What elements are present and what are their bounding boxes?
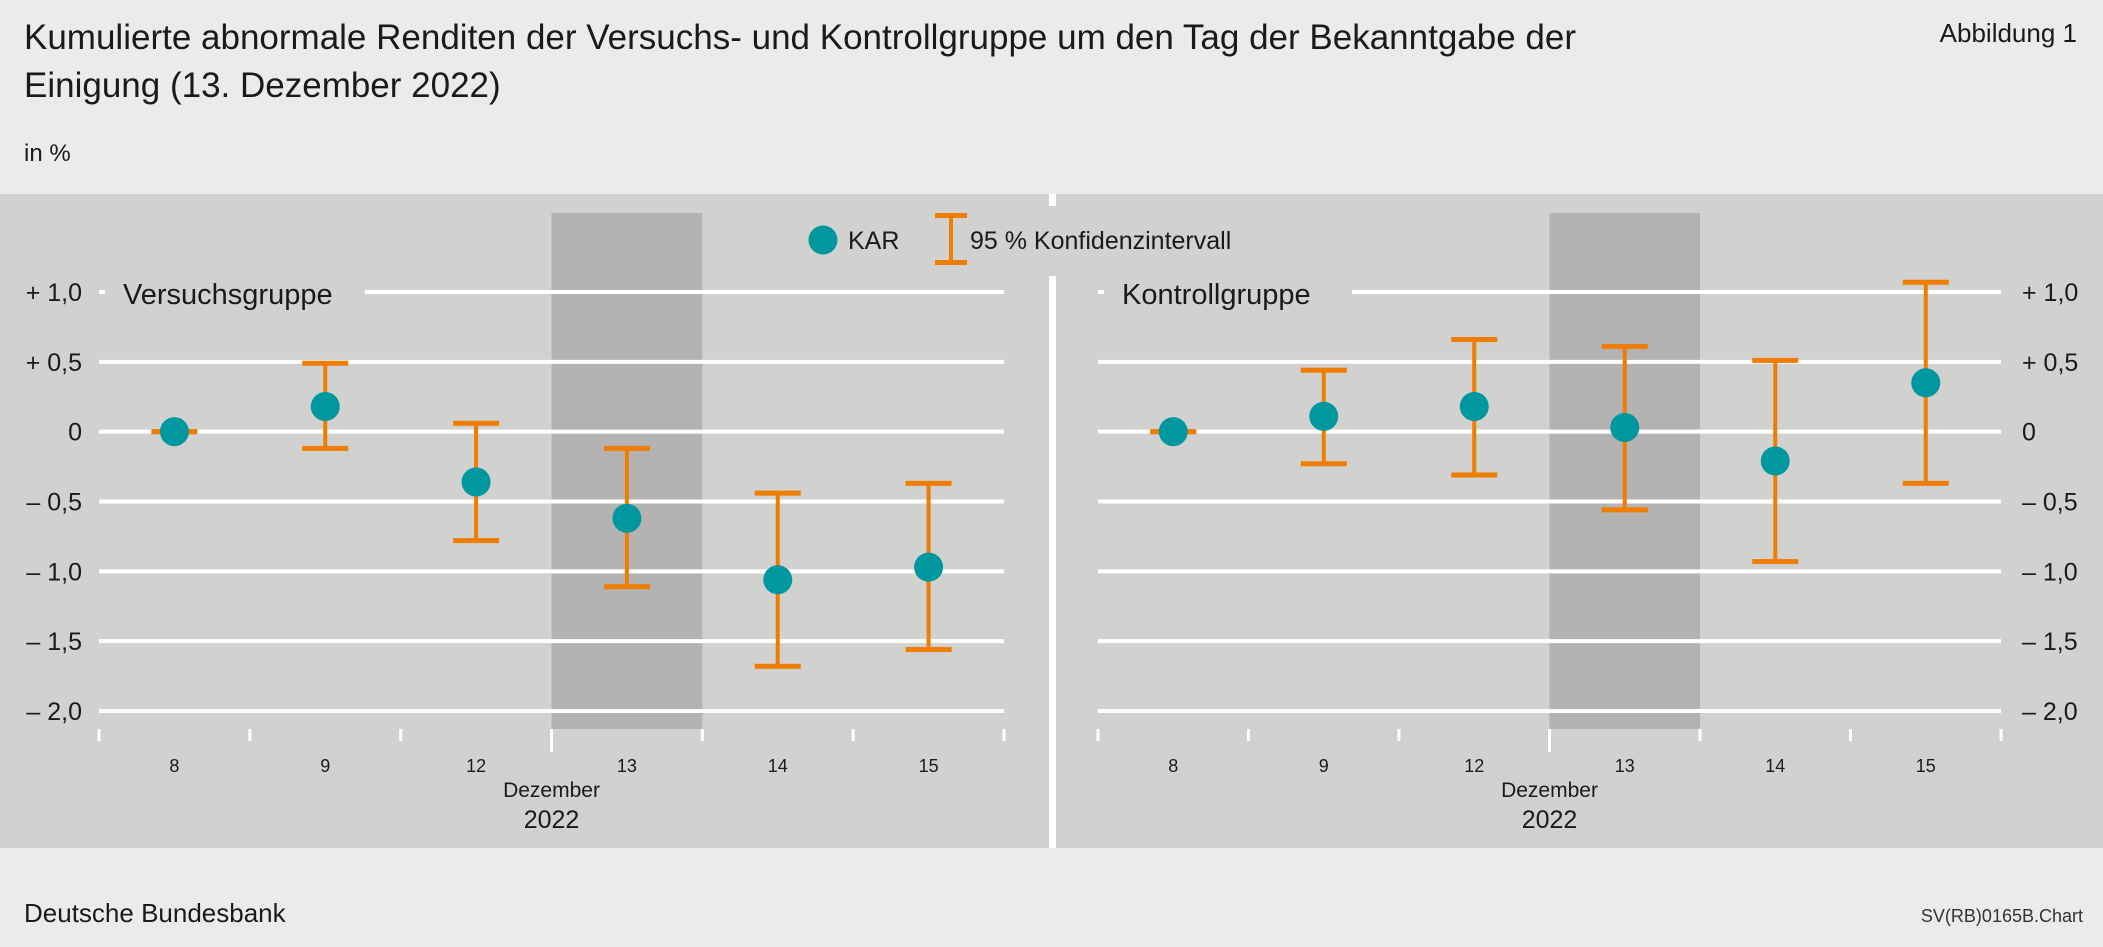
y-tick-label: + 1,0 (2022, 279, 2078, 307)
legend-ci-cap-top (935, 213, 967, 218)
panel-left (0, 194, 1049, 848)
ci-cap-low (302, 445, 349, 451)
x-tick-label: 13 (1615, 756, 1635, 776)
kar-dot (1459, 392, 1489, 422)
x-tick-label: 12 (1464, 756, 1484, 776)
kar-dot (1760, 446, 1790, 476)
legend-dot-icon (808, 225, 838, 255)
panel-title-gap (1104, 286, 1352, 298)
y-tick-label: – 1,5 (26, 628, 82, 656)
y-tick-label: + 0,5 (2022, 349, 2078, 377)
y-tick-label: – 1,0 (26, 558, 82, 586)
ci-cap-low (453, 538, 500, 544)
y-tick-label: + 0,5 (26, 349, 82, 377)
y-tick-label: + 1,0 (26, 279, 82, 307)
kar-dot (763, 565, 793, 595)
legend-dot-label: KAR (848, 227, 899, 255)
kar-dot (1911, 368, 1941, 398)
x-year-label: 2022 (1522, 806, 1578, 834)
x-tick-label: 8 (169, 756, 179, 776)
kar-dot (612, 503, 642, 533)
figure-label: Abbildung 1 (1939, 18, 2077, 48)
kar-dot (461, 467, 491, 497)
kar-dot (1158, 417, 1188, 447)
y-tick-label: – 1,5 (2022, 628, 2078, 656)
chart-title: Kumulierte abnormale Renditen der Versuc… (24, 18, 1576, 105)
kar-dot (310, 392, 340, 422)
chart-code: SV(RB)0165B.Chart (1920, 906, 2083, 926)
ci-cap-low (1902, 480, 1949, 486)
kar-dot (914, 552, 944, 582)
panel-title: Kontrollgruppe (1122, 279, 1311, 311)
x-tick-label: 12 (466, 756, 486, 776)
y-tick-label: – 1,0 (2022, 558, 2078, 586)
source-label: Deutsche Bundesbank (24, 898, 286, 928)
ci-cap-high (603, 445, 650, 451)
ci-cap-high (453, 420, 500, 426)
ci-cap-high (1451, 336, 1498, 342)
kar-dot (159, 417, 189, 447)
ci-cap-low (1451, 472, 1498, 478)
y-tick-label: – 0,5 (2022, 489, 2078, 517)
x-month-label: Dezember (1501, 779, 1598, 802)
y-tick-label: – 0,5 (26, 489, 82, 517)
y-tick-label: 0 (68, 419, 82, 447)
kar-dot (1309, 401, 1339, 431)
x-year-label: 2022 (524, 806, 580, 834)
ci-cap-high (1601, 343, 1648, 349)
ci-cap-low (905, 647, 952, 653)
ci-cap-high (905, 480, 952, 486)
ci-cap-high (1902, 279, 1949, 285)
unit-label: in % (24, 140, 71, 167)
kar-dot (1610, 412, 1640, 442)
ci-cap-high (754, 490, 801, 496)
legend-box (800, 206, 1280, 276)
panel-title: Versuchsgruppe (123, 279, 333, 311)
panel-divider (1049, 194, 1056, 848)
ci-cap-low (1601, 507, 1648, 513)
panel-title-gap (105, 286, 365, 298)
ci-cap-low (1300, 461, 1347, 467)
ci-cap-low (603, 584, 650, 590)
ci-cap-high (1752, 357, 1799, 363)
x-tick-label: 14 (768, 756, 788, 776)
ci-cap-high (302, 360, 349, 366)
x-tick-label: 9 (320, 756, 330, 776)
ci-cap-high (1300, 367, 1347, 373)
ci-cap-low (1752, 559, 1799, 565)
y-tick-label: 0 (2022, 419, 2036, 447)
legend-ci-label: 95 % Konfidenzintervall (970, 227, 1231, 255)
x-tick-label: 9 (1319, 756, 1329, 776)
y-tick-label: – 2,0 (26, 698, 82, 726)
ci-cap-low (754, 663, 801, 669)
x-tick-label: 13 (617, 756, 637, 776)
x-tick-label: 15 (919, 756, 939, 776)
x-tick-label: 14 (1765, 756, 1785, 776)
y-tick-label: – 2,0 (2022, 698, 2078, 726)
x-tick-label: 15 (1916, 756, 1936, 776)
x-month-label: Dezember (503, 779, 600, 802)
x-tick-label: 8 (1168, 756, 1178, 776)
legend-ci-cap-bottom (935, 260, 967, 265)
